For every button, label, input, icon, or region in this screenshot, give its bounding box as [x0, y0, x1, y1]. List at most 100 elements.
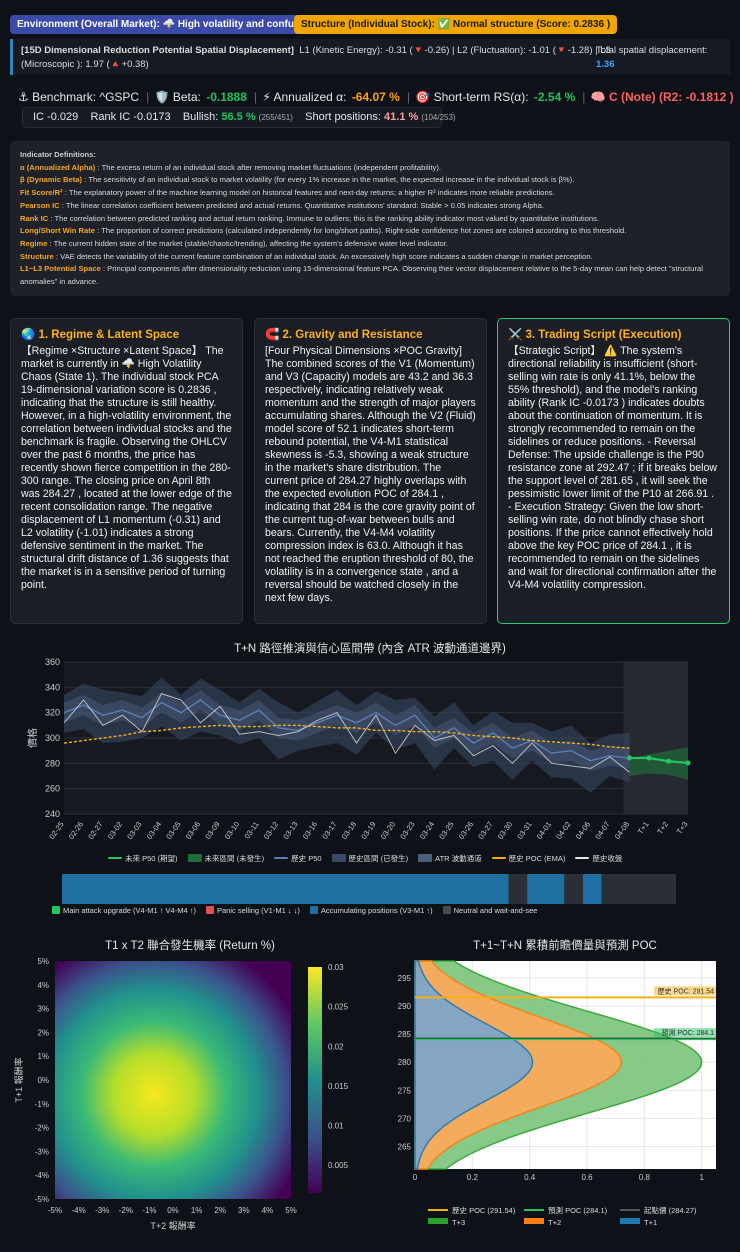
legend-swatch — [418, 854, 433, 862]
y-axis-label: 價格 — [26, 728, 39, 748]
strip-legend-item: Neutral and wait-and-see — [442, 906, 537, 915]
heatmap-surface — [55, 961, 291, 1199]
x-tick-label: 2% — [214, 1206, 226, 1215]
poc-tag-bg — [654, 986, 716, 996]
y-tick-label: 295 — [398, 974, 412, 983]
rs-label: 🎯 Short-term RS(α): — [415, 90, 529, 104]
history-poc-line — [63, 724, 630, 749]
y-tick-label: -2% — [35, 1124, 49, 1133]
x-tick-label: -4% — [71, 1206, 85, 1215]
regime-segment-neutral — [601, 874, 676, 904]
future-zone — [623, 662, 688, 814]
y-tick-label: 360 — [45, 658, 60, 667]
x-tick-label: 04-06 — [574, 820, 592, 841]
x-tick-label: 03-13 — [281, 820, 299, 841]
y-tick-label: 3% — [37, 1005, 49, 1014]
legend-swatch — [442, 906, 451, 914]
x-tick-label: 03-11 — [243, 820, 261, 840]
legend-item: ATR 波動通道 — [418, 853, 482, 864]
x-tick-label: 03-16 — [301, 820, 319, 841]
history-band — [64, 677, 630, 793]
history-close-line — [63, 693, 630, 773]
total-displacement-value: 1.36 — [596, 59, 615, 70]
trading-script-card: ⚔️ 3. Trading Script (Execution) 【Strate… — [497, 318, 730, 624]
x-tick-label: 5% — [285, 1206, 297, 1215]
y-tick-label: 290 — [398, 1002, 412, 1011]
bullish-count: (255/451) — [258, 113, 293, 122]
legend-swatch — [491, 857, 506, 859]
regime-segment-accumulating — [527, 874, 565, 904]
y-tick-label: 280 — [45, 758, 60, 768]
y-tick-label: -3% — [35, 1147, 49, 1156]
dimension-title: [15D Dimensional Reduction Potential Spa… — [21, 45, 294, 56]
l1-value: L1 (Kinetic Energy): -0.31 (🔻-0.26) — [299, 45, 450, 56]
y-tick-label: -1% — [35, 1100, 49, 1109]
x-axis-label: T+2 報酬率 — [150, 1220, 195, 1231]
x-tick-label: -1% — [142, 1206, 156, 1215]
definition-row: Regime : The current hidden state of the… — [20, 238, 448, 248]
x-tick-label: -5% — [48, 1206, 62, 1215]
x-tick-label: 03-19 — [359, 820, 377, 841]
definition-row: L1~L3 Potential Space : Principal compon… — [20, 264, 703, 287]
y-tick-label: 260 — [45, 784, 60, 794]
atr-channel — [64, 689, 630, 771]
legend-swatch — [428, 1218, 448, 1224]
regime-segment-neutral — [564, 874, 583, 904]
y-tick-label: 4% — [37, 981, 49, 990]
future-p50-point — [666, 758, 671, 764]
x-tick-label: 0.6 — [581, 1173, 593, 1182]
environment-badge: Environment (Overall Market): 🌩️ High vo… — [10, 15, 364, 34]
y-tick-label: 270 — [398, 1114, 412, 1123]
regime-card-title: 🌏 1. Regime & Latent Space — [21, 329, 180, 341]
x-tick-label: 03-23 — [398, 820, 416, 841]
x-tick-label: 02-27 — [86, 820, 104, 841]
total-displacement-label: Total spatial displacement: — [596, 45, 708, 56]
beta-label: 🛡️ Beta: — [154, 90, 201, 104]
x-tick-label: -2% — [119, 1206, 133, 1215]
rank-ic-value: Rank IC -0.0173 — [90, 111, 171, 123]
legend-item: 歷史 P50 — [274, 853, 322, 864]
l2-value: L2 (Fluctuation): -1.01 (🔻-1.28) — [457, 45, 593, 56]
history-p50-line — [63, 699, 630, 762]
metrics-bar: ⚓ Benchmark: ^GSPC | 🛡️ Beta: -0.1888 | ⚡ … — [18, 90, 734, 104]
strip-legend-item: Main attack upgrade (V4-M1 ↑ V4-M4 ↑) — [52, 906, 196, 915]
colorbar-tick: 0.005 — [328, 1161, 349, 1170]
x-tick-label: 3% — [238, 1206, 250, 1215]
y-tick-label: 2% — [37, 1028, 49, 1037]
legend-item: 起點價 (284.27) — [644, 1205, 697, 1215]
latent-displacement-panel: [15D Dimensional Reduction Potential Spa… — [10, 39, 730, 75]
definition-row: Rank IC : The correlation between predic… — [20, 213, 599, 223]
y-tick-label: 320 — [45, 708, 60, 718]
rs-value: -2.54 % — [533, 90, 576, 104]
colorbar-tick: 0.03 — [328, 963, 344, 972]
definitions-title: Indicator Definitions: — [20, 150, 96, 159]
short-label: Short positions: — [305, 111, 381, 123]
x-tick-label: 04-08 — [613, 820, 631, 841]
alpha-label: ⚡ Annualized α: — [262, 90, 347, 104]
y-tick-label: 240 — [45, 809, 60, 819]
y-tick-label: 265 — [398, 1143, 412, 1152]
x-tick-label: 0% — [167, 1206, 179, 1215]
y-tick-label: 300 — [45, 733, 60, 743]
trading-card-body: 【Strategic Script】 ⚠️ The system's direc… — [508, 345, 718, 591]
ic-value: IC -0.029 — [33, 111, 79, 123]
regime-segment-accumulating — [62, 874, 509, 904]
future-band — [629, 747, 688, 780]
x-tick-label: 03-18 — [340, 820, 358, 841]
structure-badge: Structure (Individual Stock): ✅ Normal s… — [294, 15, 618, 34]
x-tick-label: 03-10 — [223, 820, 241, 841]
alpha-value: -64.07 % — [351, 90, 400, 104]
l3-value: (Microscopic ): 1.97 (🔺+0.38) — [21, 59, 149, 70]
bullish-label: Bullish: — [182, 111, 219, 123]
legend-item: T+3 — [452, 1218, 465, 1227]
poc-tag-bg — [654, 1028, 716, 1038]
legend-swatch — [524, 1218, 544, 1224]
x-tick-label: 03-04 — [145, 820, 163, 841]
x-tick-label: 4% — [262, 1206, 274, 1215]
bullish-value: 56.5 % — [221, 111, 256, 123]
legend-swatch — [331, 854, 346, 862]
x-tick-label: 02-25 — [47, 820, 65, 841]
x-tick-label: 03-05 — [164, 820, 182, 841]
legend-swatch — [187, 854, 202, 862]
legend-item: 歷史 POC (291.54) — [452, 1205, 516, 1215]
